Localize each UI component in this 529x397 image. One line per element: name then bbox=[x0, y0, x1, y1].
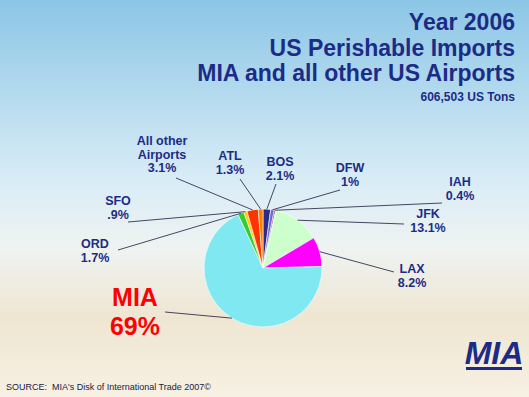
logo-text: MIA bbox=[465, 335, 524, 371]
category-label: JFK bbox=[416, 207, 440, 221]
source: SOURCE: MIA's Disk of International Trad… bbox=[6, 382, 211, 392]
category-label-line: JFK bbox=[416, 207, 440, 221]
pie-slice bbox=[263, 238, 322, 268]
data-label: 8.2% bbox=[398, 276, 427, 290]
category-label: ORD bbox=[81, 237, 109, 251]
category-label-line: ORD bbox=[81, 237, 109, 251]
pie-slice bbox=[258, 209, 263, 268]
leader-line bbox=[320, 252, 394, 272]
category-label: LAX bbox=[400, 262, 426, 276]
title: US Perishable Imports bbox=[270, 35, 515, 61]
logo: MIA bbox=[465, 335, 524, 371]
data-label: .9% bbox=[107, 208, 129, 222]
data-label: 69% bbox=[110, 312, 160, 340]
leader-line bbox=[176, 178, 253, 210]
category-label: BOS bbox=[266, 155, 293, 169]
background bbox=[0, 0, 529, 397]
category-label-line: SFO bbox=[105, 194, 131, 208]
category-label-line: DFW bbox=[336, 161, 365, 175]
data-label: 1% bbox=[341, 175, 359, 189]
category-label-line: BOS bbox=[266, 155, 293, 169]
subtitle: 606,503 US Tons bbox=[421, 90, 516, 104]
category-label-line: LAX bbox=[400, 262, 426, 276]
pie-slice bbox=[247, 209, 263, 268]
data-label: 1.7% bbox=[81, 251, 110, 265]
labels: BOS2.1% DFW1% IAH0.4% JFK13.1% LAX8.2% MIA69%… bbox=[81, 134, 475, 340]
leader-line bbox=[298, 220, 404, 224]
category-label-line: IAH bbox=[449, 175, 471, 189]
title: Year 2006 bbox=[409, 9, 515, 35]
data-label: 0.4% bbox=[446, 189, 475, 203]
data-label: 2.1% bbox=[266, 169, 295, 183]
pie bbox=[204, 209, 322, 327]
leader-line bbox=[165, 312, 232, 318]
category-label-line: ATL bbox=[218, 149, 242, 163]
chart: Year 2006US Perishable ImportsMIA and al… bbox=[0, 0, 529, 397]
category-label-line: Airports bbox=[138, 148, 187, 162]
data-label: 13.1% bbox=[410, 221, 445, 235]
data-label: 1.3% bbox=[216, 163, 245, 177]
title: MIA and all other US Airports bbox=[197, 60, 515, 86]
category-label: MIA bbox=[112, 283, 158, 311]
leader-line bbox=[128, 212, 245, 222]
category-label-line: All other bbox=[137, 134, 188, 148]
category-label: SFO bbox=[105, 194, 131, 208]
leader-line bbox=[118, 213, 241, 250]
leader-line bbox=[240, 179, 261, 209]
category-label: All otherAirports bbox=[137, 134, 188, 162]
category-label-line: MIA bbox=[112, 283, 158, 311]
category-label: IAH bbox=[449, 175, 471, 189]
category-label: ATL bbox=[218, 149, 242, 163]
leader-line bbox=[267, 184, 276, 209]
category-label: DFW bbox=[336, 161, 365, 175]
leader-line bbox=[273, 190, 340, 210]
data-label: 3.1% bbox=[148, 161, 177, 175]
